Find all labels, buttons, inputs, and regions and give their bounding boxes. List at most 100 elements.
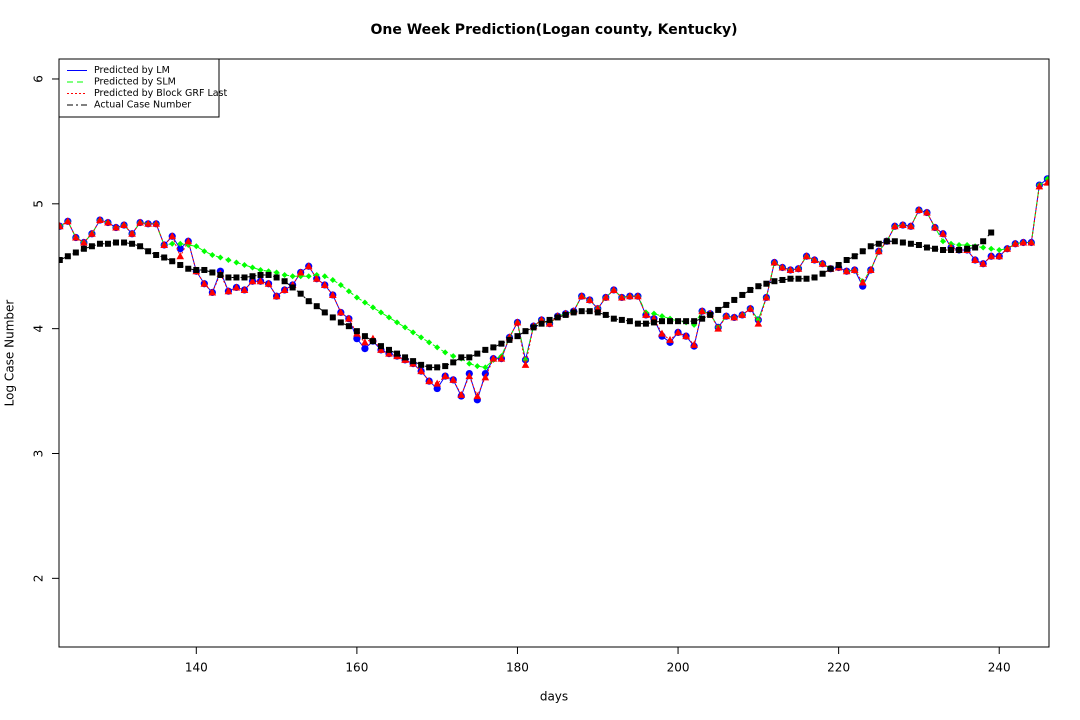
point: [297, 290, 304, 297]
point: [931, 223, 939, 231]
point: [272, 292, 281, 300]
point: [858, 278, 867, 286]
point: [193, 266, 200, 273]
point: [618, 316, 625, 323]
point: [377, 309, 384, 316]
point: [1011, 239, 1020, 247]
point: [875, 240, 882, 247]
point: [626, 292, 634, 300]
point: [715, 306, 722, 313]
point: [707, 311, 714, 318]
point: [770, 258, 779, 266]
point: [972, 244, 979, 251]
point: [72, 233, 80, 241]
point: [987, 252, 995, 260]
point: [241, 274, 248, 281]
point: [842, 267, 851, 275]
point: [169, 258, 176, 265]
point: [450, 359, 457, 366]
point: [64, 217, 72, 225]
point: [249, 264, 256, 271]
point: [257, 271, 264, 278]
point: [497, 354, 506, 362]
point: [426, 339, 433, 346]
point: [980, 238, 987, 245]
point: [176, 252, 185, 260]
point: [265, 271, 272, 278]
point: [377, 345, 385, 353]
point: [224, 287, 233, 295]
point: [426, 364, 433, 371]
point: [691, 318, 698, 325]
point: [345, 288, 352, 295]
point: [522, 328, 529, 335]
point: [474, 363, 481, 370]
point: [386, 314, 392, 321]
point: [449, 375, 458, 383]
point: [730, 313, 739, 321]
point: [763, 280, 770, 287]
point: [249, 273, 256, 280]
point: [200, 279, 209, 287]
point: [208, 288, 217, 296]
point: [434, 344, 441, 351]
point: [345, 314, 353, 322]
point: [120, 221, 128, 229]
legend-label: Predicted by LM: [94, 65, 170, 76]
point: [521, 360, 530, 368]
point: [482, 364, 489, 371]
point: [458, 354, 465, 361]
point: [466, 360, 473, 367]
x-tick-label: 140: [185, 661, 208, 675]
point: [923, 208, 931, 216]
point: [305, 273, 312, 280]
point: [88, 243, 95, 250]
point: [466, 354, 473, 361]
point: [129, 240, 136, 247]
point: [402, 354, 409, 361]
point: [232, 283, 241, 291]
point: [530, 324, 537, 331]
point: [337, 319, 344, 326]
point: [698, 307, 706, 315]
x-tick-label: 180: [506, 661, 529, 675]
legend-box: [58, 58, 220, 118]
x-tick-label: 240: [988, 661, 1011, 675]
point: [570, 309, 577, 316]
point: [577, 292, 586, 300]
point: [217, 271, 224, 278]
point: [818, 259, 827, 267]
point: [304, 262, 313, 270]
point: [225, 256, 232, 263]
x-axis-title: days: [540, 690, 568, 704]
point: [201, 248, 208, 255]
point: [385, 349, 393, 357]
point: [184, 237, 193, 245]
point: [851, 253, 858, 260]
y-tick-label: 6: [32, 75, 46, 83]
point: [859, 248, 866, 255]
point: [96, 240, 103, 247]
point: [442, 363, 449, 370]
point: [594, 309, 601, 316]
point: [482, 346, 489, 353]
point: [682, 332, 690, 340]
point: [675, 318, 682, 325]
point: [602, 311, 609, 318]
point: [193, 243, 200, 250]
point: [80, 238, 88, 246]
point: [739, 291, 746, 298]
point: [907, 222, 915, 230]
point: [313, 303, 320, 310]
point: [361, 345, 369, 353]
point: [457, 390, 466, 398]
point: [337, 281, 344, 288]
point: [747, 286, 754, 293]
point: [72, 249, 79, 256]
point: [546, 316, 553, 323]
point: [771, 278, 778, 285]
point: [329, 314, 336, 321]
point: [787, 275, 794, 282]
